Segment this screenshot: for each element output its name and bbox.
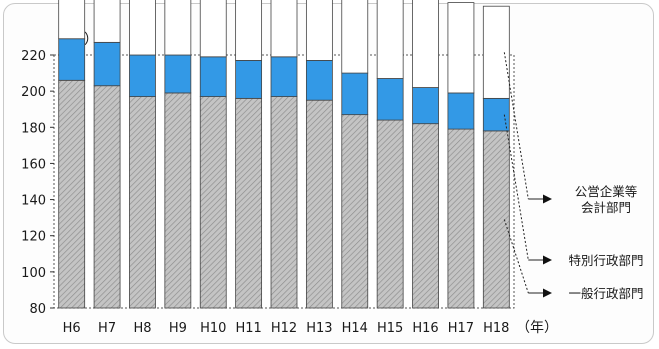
bar-segment-special (129, 54, 156, 97)
bar-segment-special (305, 60, 333, 101)
x-tick-label: H16 (412, 321, 438, 336)
legend-connector (503, 52, 529, 200)
bar-segment-special (58, 38, 86, 81)
bar-segment-enterprise (305, 0, 333, 61)
y-tick-label: 160 (21, 157, 46, 172)
legend-label: 公営企業等 (575, 184, 638, 199)
bar-segment-enterprise (58, 0, 86, 40)
y-tick-label: 120 (21, 230, 46, 245)
bar-segment-general (164, 92, 192, 309)
bar-segment-special (270, 56, 298, 97)
bar-segment-general (235, 97, 263, 309)
x-tick-label: H12 (271, 321, 297, 336)
legend-arrow-head (543, 255, 552, 265)
bar-segment-enterprise (199, 0, 227, 58)
y-tick-label: 200 (21, 85, 46, 100)
x-tick-label: H13 (306, 321, 332, 336)
bar-segment-general (341, 114, 369, 309)
x-tick-label: H17 (448, 321, 474, 336)
x-tick-label: H15 (377, 321, 403, 336)
legend-label: 会計部門 (581, 200, 631, 215)
bar-segment-general (58, 79, 86, 309)
bar-segment-general (270, 96, 298, 309)
legend-label: 特別行政部門 (568, 253, 643, 268)
bar-group (58, 0, 510, 309)
bar-segment-enterprise (93, 0, 121, 43)
bar-segment-general (412, 123, 439, 309)
x-tick-label: H10 (200, 321, 226, 336)
bar-segment-special (199, 56, 227, 97)
bar-segment-special (376, 78, 404, 121)
x-tick-label: H11 (235, 321, 261, 336)
bar-segment-enterprise (447, 2, 475, 94)
bar-segment-enterprise (376, 0, 404, 79)
legend-arrow-head (543, 194, 552, 204)
bar-segment-general (93, 85, 121, 309)
bar-segment-general (447, 128, 475, 309)
y-tick-label: 140 (21, 194, 46, 209)
x-tick-label: H9 (169, 321, 187, 336)
bar-segment-special (447, 92, 475, 130)
bar-segment-enterprise (412, 0, 439, 88)
legend-connector (503, 114, 529, 261)
bar-segment-special (341, 72, 369, 116)
bar-segment-enterprise (270, 0, 298, 58)
x-axis: H6 H7 H8 H9 H10 H11 H12 H13 H14 H15 H16 H17 H18 (63, 321, 510, 336)
y-tick-label: 220 (21, 49, 46, 64)
bar-segment-special (482, 97, 510, 132)
bar-segment-enterprise (482, 5, 510, 99)
bar-segment-general (129, 96, 156, 309)
bar-segment-special (164, 54, 192, 94)
x-tick-label: H18 (483, 321, 509, 336)
bar-segment-general (199, 96, 227, 309)
y-tick-label: 80 (29, 302, 46, 317)
x-axis-unit-label: （年） (516, 320, 558, 336)
bar-segment-special (412, 87, 439, 125)
legend-connector (503, 219, 529, 294)
x-tick-label: H14 (342, 321, 368, 336)
x-tick-label: H8 (133, 321, 151, 336)
bar-segment-general (305, 99, 333, 309)
bar-segment-enterprise (129, 0, 156, 56)
bar-segment-enterprise (164, 0, 192, 56)
bar-segment-general (482, 130, 510, 309)
y-tick-label: 100 (21, 266, 46, 281)
bar-segment-special (235, 60, 263, 99)
legend-arrow-head (543, 288, 552, 298)
x-tick-label: H7 (98, 321, 116, 336)
bar-segment-general (376, 119, 404, 309)
y-axis: 80 100 120 140 160 180 200 220 (21, 49, 54, 317)
y-tick-label: 180 (21, 121, 46, 136)
bar-segment-special (93, 41, 121, 87)
x-tick-label: H6 (63, 321, 81, 336)
bar-segment-enterprise (341, 0, 369, 74)
legend-label: 一般行政部門 (568, 286, 643, 301)
bar-segment-enterprise (235, 0, 263, 61)
